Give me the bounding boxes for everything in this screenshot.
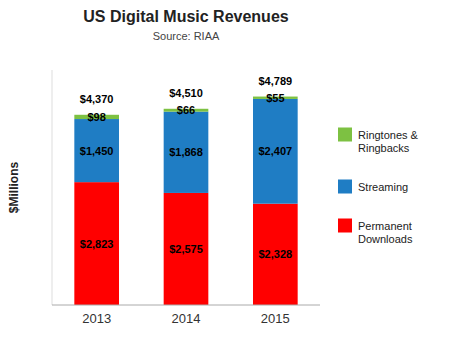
data-label: $55 xyxy=(266,92,284,104)
y-axis-label: $Millions xyxy=(7,162,21,214)
data-label: $2,328 xyxy=(259,248,293,260)
legend-label: Ringtones &Ringbacks xyxy=(358,129,419,154)
legend-label: PermanentDownloads xyxy=(358,220,413,245)
x-tick-label: 2015 xyxy=(261,311,290,326)
bar-segment xyxy=(253,204,298,305)
bar-segment xyxy=(74,182,119,305)
legend-label-line: Ringbacks xyxy=(358,142,410,154)
total-label: $4,370 xyxy=(80,93,114,105)
x-tick-label: 2013 xyxy=(82,311,111,326)
bar-segment xyxy=(164,112,209,193)
subtitle: Source: RIAA xyxy=(153,30,220,42)
y-axis-line xyxy=(52,70,53,305)
data-label: $98 xyxy=(87,111,105,123)
data-labels: $2,823 $1,450 $98 $2,575 $1,868 $66 $2,328 $2,4… xyxy=(80,92,292,261)
legend-label-line: Permanent xyxy=(358,220,412,232)
total-label: $4,789 xyxy=(259,75,293,87)
legend-label-line: Downloads xyxy=(358,233,413,245)
legend-swatch xyxy=(338,180,352,194)
legend-label-line: Ringtones & xyxy=(358,129,419,141)
legend-label-line: Streaming xyxy=(358,181,408,193)
data-label: $1,868 xyxy=(169,146,203,158)
data-label: $1,450 xyxy=(80,145,114,157)
x-axis-line xyxy=(52,305,320,306)
bar-segment xyxy=(164,193,209,305)
data-label: $2,823 xyxy=(80,238,114,250)
data-label: $2,407 xyxy=(259,145,293,157)
data-label: $66 xyxy=(177,104,195,116)
x-tick-label: 2014 xyxy=(172,311,201,326)
legend: Ringtones &Ringbacks Streaming PermanentDo… xyxy=(338,128,419,245)
bar-segment xyxy=(74,119,119,182)
data-label: $2,575 xyxy=(169,243,203,255)
chart: US Digital Music Revenues Source: RIAA $Mi… xyxy=(0,0,474,345)
bar-segment xyxy=(253,99,298,204)
title: US Digital Music Revenues xyxy=(83,8,288,25)
total-label: $4,510 xyxy=(169,87,203,99)
legend-swatch xyxy=(338,219,352,233)
plot-area xyxy=(74,97,297,305)
legend-swatch xyxy=(338,128,352,142)
legend-label: Streaming xyxy=(358,181,408,193)
